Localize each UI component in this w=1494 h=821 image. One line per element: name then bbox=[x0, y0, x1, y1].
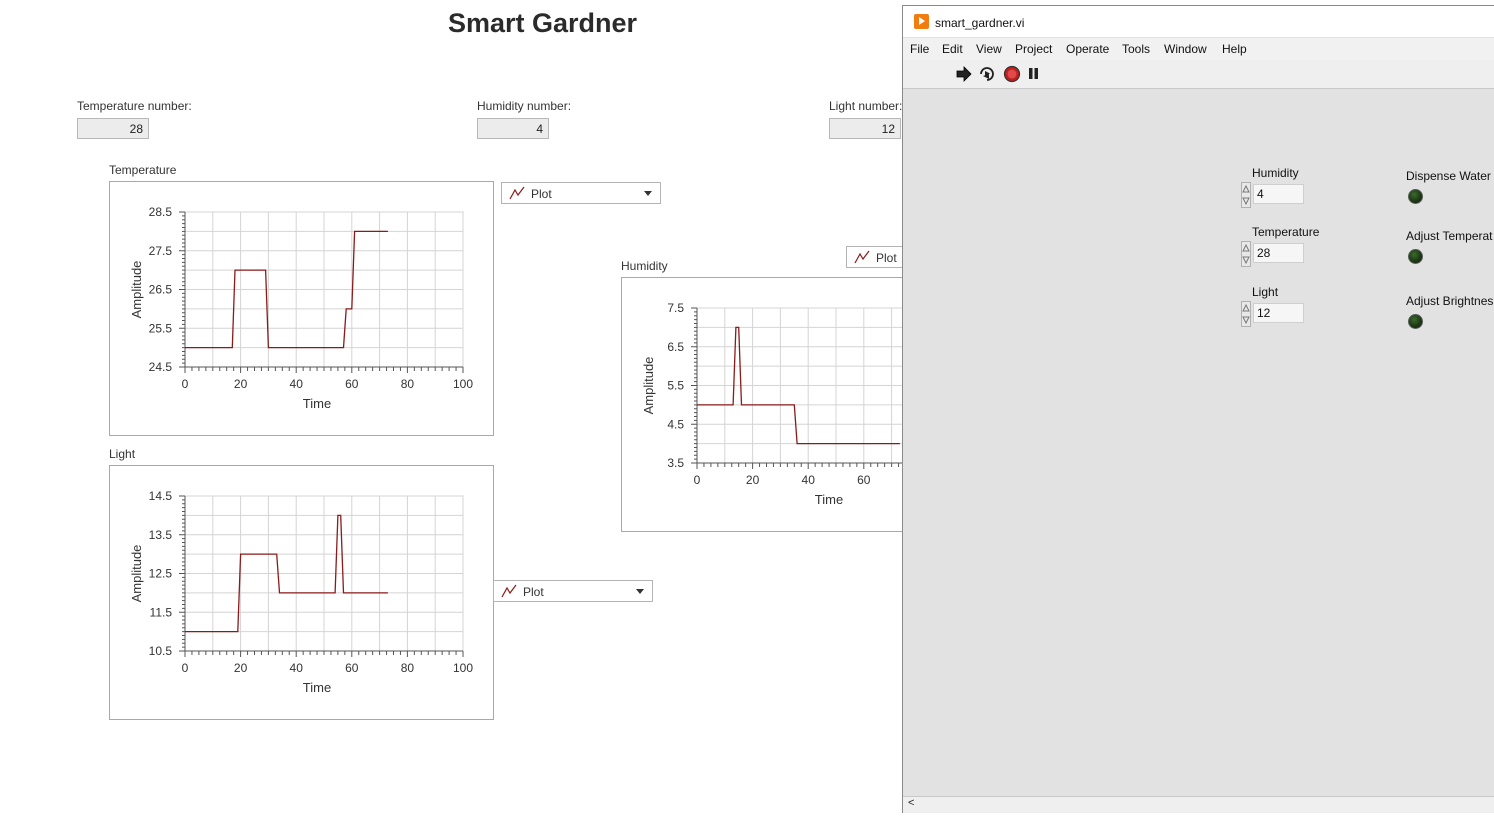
y-tick-label: 7.5 bbox=[667, 301, 684, 315]
light-chart-label: Light bbox=[109, 447, 136, 461]
light-chart-svg: 0 20 40 60 80 100 10.5 11.5 12.5 13.5 14.5 Time Ampl… bbox=[129, 489, 473, 695]
page-title: Smart Gardner bbox=[447, 8, 638, 38]
y-tick-label: 24.5 bbox=[149, 360, 173, 374]
y-tick-label: 27.5 bbox=[149, 244, 173, 258]
x-tick-label: 100 bbox=[453, 377, 473, 391]
humidity-control-label: Humidity bbox=[1252, 166, 1299, 180]
temperature-spinner[interactable] bbox=[1241, 241, 1251, 267]
x-tick-label: 0 bbox=[694, 473, 701, 487]
window-titlebar[interactable]: smart_gardner.vi bbox=[903, 6, 1494, 37]
y-tick-label: 6.5 bbox=[667, 340, 684, 354]
x-axis-label: Time bbox=[303, 396, 331, 411]
x-axis-label: Time bbox=[303, 680, 331, 695]
light-chart: 0 20 40 60 80 100 10.5 11.5 12.5 13.5 14.5 Time Ampl… bbox=[109, 465, 494, 720]
line-plot-icon bbox=[501, 584, 517, 598]
light-numeric-control[interactable]: 12 bbox=[1253, 303, 1304, 323]
pause-icon[interactable] bbox=[1027, 66, 1041, 82]
y-tick-label: 3.5 bbox=[667, 456, 684, 470]
temperature-numeric-control[interactable]: 28 bbox=[1253, 243, 1304, 263]
menu-view[interactable]: View bbox=[976, 42, 1002, 56]
x-tick-label: 0 bbox=[182, 377, 189, 391]
humidity-spinner[interactable] bbox=[1241, 182, 1251, 208]
y-tick-label: 28.5 bbox=[149, 205, 173, 219]
menu-bar: File Edit View Project Operate Tools Win… bbox=[903, 38, 1494, 60]
x-axis-label: Time bbox=[815, 492, 843, 507]
x-tick-label: 40 bbox=[290, 661, 304, 675]
x-tick-label: 20 bbox=[234, 377, 248, 391]
humidity-number-label: Humidity number: bbox=[477, 99, 572, 113]
x-tick-label: 60 bbox=[857, 473, 871, 487]
adjust-brightness-led bbox=[1408, 314, 1423, 329]
chevron-down-icon bbox=[636, 589, 644, 594]
y-tick-label: 5.5 bbox=[667, 379, 684, 393]
menu-window[interactable]: Window bbox=[1164, 42, 1207, 56]
humidity-chart-label: Humidity bbox=[621, 259, 668, 273]
dispense-water-label: Dispense Water bbox=[1406, 169, 1491, 183]
temperature-control-label: Temperature bbox=[1252, 225, 1320, 239]
vi-window: smart_gardner.vi File Edit View Project … bbox=[902, 5, 1494, 813]
window-title: smart_gardner.vi bbox=[935, 16, 1025, 30]
y-tick-label: 25.5 bbox=[149, 321, 173, 335]
x-tick-label: 60 bbox=[345, 377, 359, 391]
temperature-number-label: Temperature number: bbox=[77, 99, 192, 113]
humidity-number-indicator: 4 bbox=[477, 118, 549, 139]
menu-project[interactable]: Project bbox=[1015, 42, 1053, 56]
adjust-temperature-led bbox=[1408, 249, 1423, 264]
y-axis-label: Amplitude bbox=[129, 545, 144, 603]
plot-selector-label: Plot bbox=[876, 251, 897, 265]
temperature-chart-label: Temperature bbox=[109, 163, 177, 177]
toolbar bbox=[903, 60, 1494, 89]
y-tick-label: 10.5 bbox=[149, 644, 173, 658]
data-series-line bbox=[185, 230, 388, 349]
y-tick-label: 4.5 bbox=[667, 417, 684, 431]
labview-icon bbox=[914, 14, 929, 29]
y-tick-label: 12.5 bbox=[149, 567, 173, 581]
scroll-left-arrow-icon[interactable]: < bbox=[908, 797, 915, 809]
light-spinner[interactable] bbox=[1241, 301, 1251, 327]
dispense-water-led bbox=[1408, 189, 1423, 204]
temperature-chart-svg: 0 20 40 60 80 100 24.5 25.5 26.5 27.5 28.5 Time Ampl… bbox=[129, 205, 473, 411]
line-plot-icon bbox=[854, 250, 870, 264]
temperature-chart: 0 20 40 60 80 100 24.5 25.5 26.5 27.5 28.5 Time Ampl… bbox=[109, 181, 494, 436]
y-tick-label: 11.5 bbox=[150, 605, 173, 619]
x-tick-label: 100 bbox=[453, 661, 473, 675]
menu-help[interactable]: Help bbox=[1222, 42, 1247, 56]
y-tick-label: 13.5 bbox=[149, 528, 173, 542]
horizontal-scrollbar[interactable]: < bbox=[903, 796, 1494, 813]
x-tick-label: 40 bbox=[802, 473, 816, 487]
menu-file[interactable]: File bbox=[910, 42, 930, 56]
chevron-down-icon bbox=[644, 191, 652, 196]
run-continuously-icon[interactable] bbox=[978, 65, 996, 83]
data-series-line bbox=[185, 514, 388, 633]
plot-selector-label: Plot bbox=[523, 585, 544, 599]
x-tick-label: 20 bbox=[746, 473, 760, 487]
x-tick-label: 0 bbox=[182, 661, 189, 675]
adjust-brightness-label: Adjust Brightnes bbox=[1406, 294, 1494, 308]
data-series-line bbox=[697, 326, 900, 445]
plot-selector-label: Plot bbox=[531, 187, 552, 201]
line-plot-icon bbox=[509, 186, 525, 200]
abort-icon[interactable] bbox=[1003, 65, 1021, 83]
menu-operate[interactable]: Operate bbox=[1066, 42, 1110, 56]
run-arrow-icon[interactable] bbox=[956, 66, 972, 82]
y-tick-label: 26.5 bbox=[149, 283, 173, 297]
light-control-label: Light bbox=[1252, 285, 1279, 299]
x-tick-label: 60 bbox=[345, 661, 359, 675]
temperature-plot-selector[interactable]: Plot bbox=[501, 182, 661, 204]
x-tick-label: 40 bbox=[290, 377, 304, 391]
humidity-numeric-control[interactable]: 4 bbox=[1253, 184, 1304, 204]
x-tick-label: 20 bbox=[234, 661, 248, 675]
light-number-indicator: 12 bbox=[829, 118, 901, 139]
x-tick-label: 80 bbox=[401, 377, 415, 391]
temperature-number-indicator: 28 bbox=[77, 118, 149, 139]
menu-tools[interactable]: Tools bbox=[1122, 42, 1151, 56]
menu-edit[interactable]: Edit bbox=[942, 42, 963, 56]
y-axis-label: Amplitude bbox=[641, 357, 656, 415]
light-plot-selector[interactable]: Plot bbox=[493, 580, 653, 602]
light-number-label: Light number: bbox=[829, 99, 903, 113]
y-tick-label: 14.5 bbox=[149, 489, 173, 503]
adjust-temperature-label: Adjust Temperat bbox=[1406, 229, 1493, 243]
x-tick-label: 80 bbox=[401, 661, 415, 675]
y-axis-label: Amplitude bbox=[129, 261, 144, 319]
